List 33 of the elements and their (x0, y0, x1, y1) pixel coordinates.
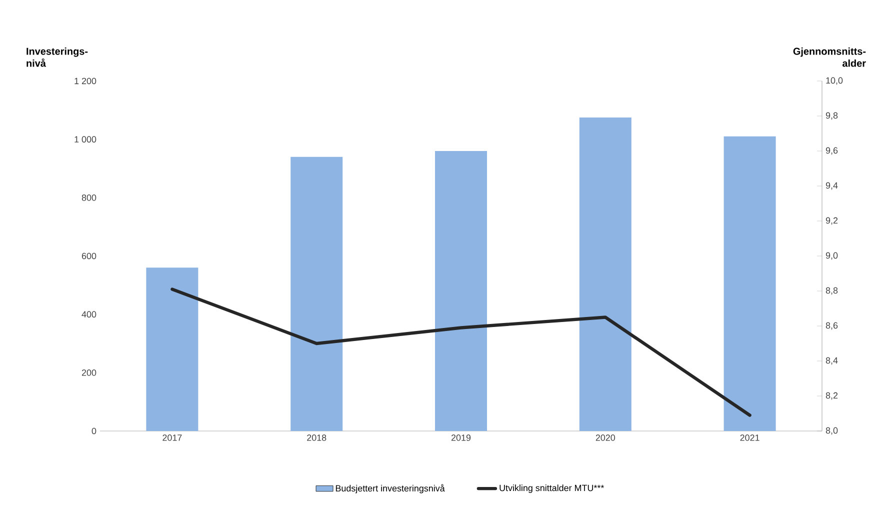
y2-tick-label: 8,2 (826, 392, 838, 400)
y-tick-label: 600 (82, 252, 96, 260)
y2-tick-label: 8,6 (826, 322, 838, 330)
x-tick-label: 2019 (451, 434, 471, 441)
y2-tick-label: 8,4 (826, 357, 838, 365)
y2-tick-label: 9,2 (826, 217, 838, 225)
x-tick-label: 2021 (740, 434, 760, 441)
y-tick-label: 1 000 (74, 136, 96, 143)
bar (579, 117, 632, 431)
y-tick-label: 800 (82, 194, 96, 201)
y-axis-title: Investerings-nivå (26, 48, 88, 67)
y-tick-label: 200 (82, 369, 96, 376)
bar (290, 156, 343, 431)
bar (435, 150, 487, 431)
x-tick-label: 2017 (162, 434, 182, 441)
y2-tick-label: 9,0 (826, 252, 838, 260)
legend-label: Budsjettert investeringsnivå (336, 484, 445, 494)
y-tick-label: 400 (82, 311, 96, 318)
y2-tick-label: 9,8 (826, 112, 838, 120)
legend-label: Utvikling snittalder MTU*** (500, 484, 604, 493)
y2-tick-label: 8,8 (826, 287, 838, 295)
x-tick-label: 2020 (596, 434, 616, 441)
y2-tick-label: 9,4 (826, 182, 838, 190)
y-tick-label: 0 (92, 428, 96, 434)
y2-axis-title: Gjennomsnitts-alder (793, 48, 866, 67)
y2-tick-label: 10,0 (826, 77, 843, 85)
y2-tick-label: 9,6 (826, 147, 838, 155)
y2-tick-label: 8,0 (826, 427, 838, 435)
line-series (170, 288, 752, 417)
bar (724, 136, 776, 431)
y-tick-label: 1 200 (74, 78, 96, 84)
x-tick-label: 2018 (307, 434, 326, 441)
bar (146, 268, 198, 431)
